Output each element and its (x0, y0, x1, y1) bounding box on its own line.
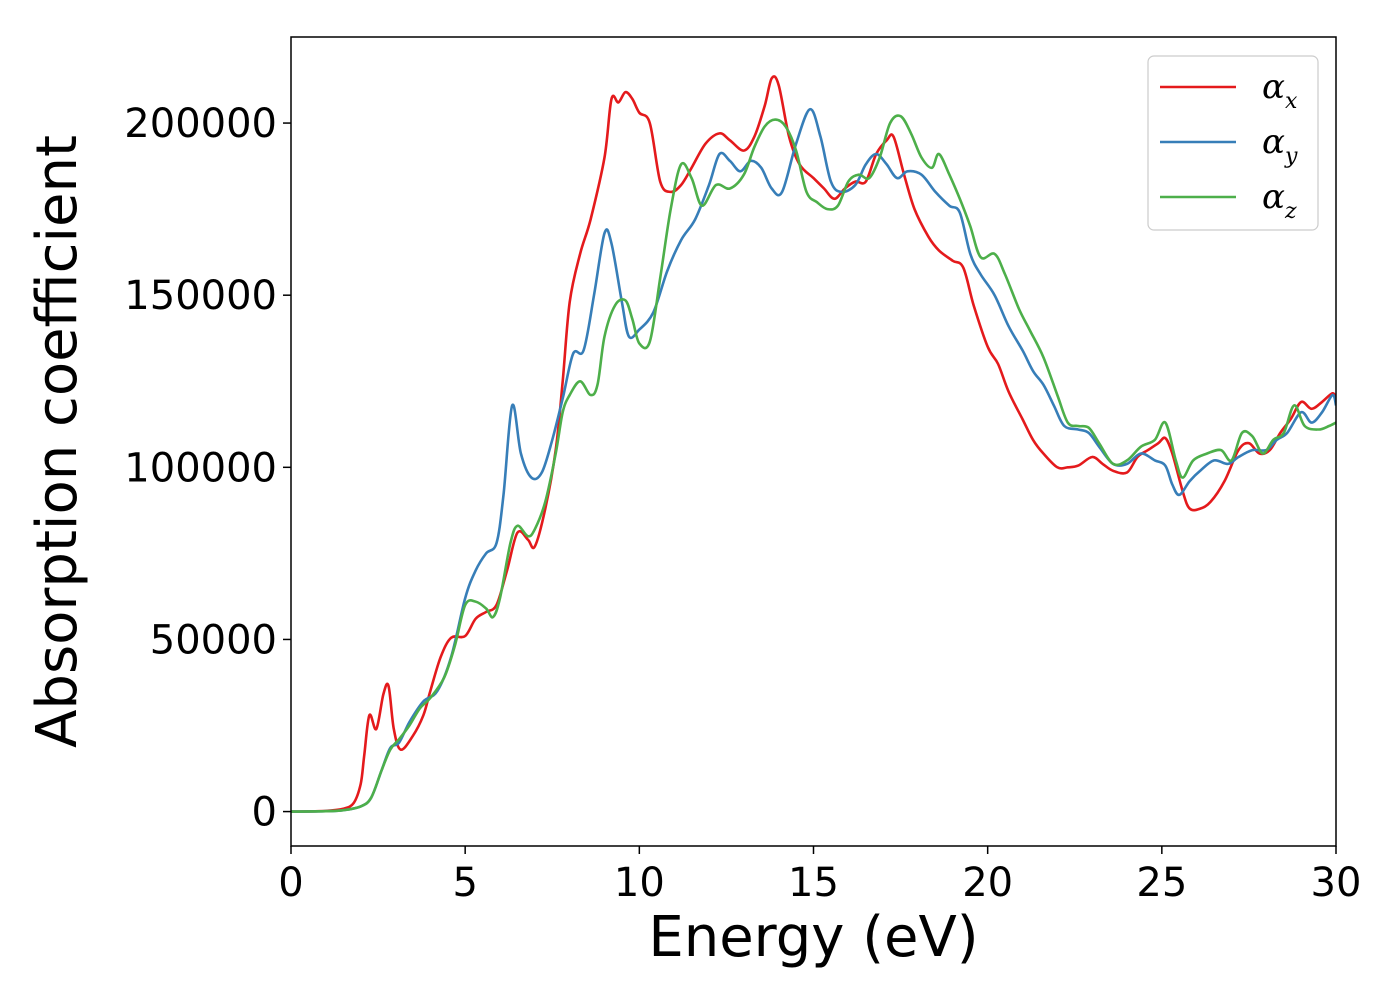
x-tick-label: 10 (614, 860, 665, 906)
y-tick-label: 0 (252, 790, 277, 836)
axis-ticks: 0 5 10 15 20 25 30 0 50000 100000 150000 200000 (124, 101, 1361, 906)
series-line-y (291, 108, 1336, 813)
legend-subscript: y (1284, 144, 1298, 169)
legend-subscript: z (1284, 199, 1297, 224)
series-line-x (291, 75, 1336, 813)
y-tick-label: 200000 (124, 101, 277, 147)
x-tick-label: 30 (1311, 860, 1362, 906)
x-axis-label: Energy (eV) (648, 905, 978, 970)
x-tick-label: 25 (1136, 860, 1187, 906)
legend-label-x: αx (1262, 67, 1298, 114)
x-tick-label: 0 (278, 860, 303, 906)
y-tick-label: 100000 (124, 445, 277, 491)
x-tick-label: 20 (962, 860, 1013, 906)
x-tick-label: 15 (788, 860, 839, 906)
y-tick-label: 150000 (124, 273, 277, 319)
legend-subscript: x (1285, 89, 1298, 114)
y-tick-label: 50000 (150, 617, 277, 663)
series-line-z (291, 114, 1336, 813)
x-tick-label: 5 (452, 860, 477, 906)
series-layer (291, 75, 1336, 813)
y-axis-label: Absorption coefficient (25, 135, 90, 748)
